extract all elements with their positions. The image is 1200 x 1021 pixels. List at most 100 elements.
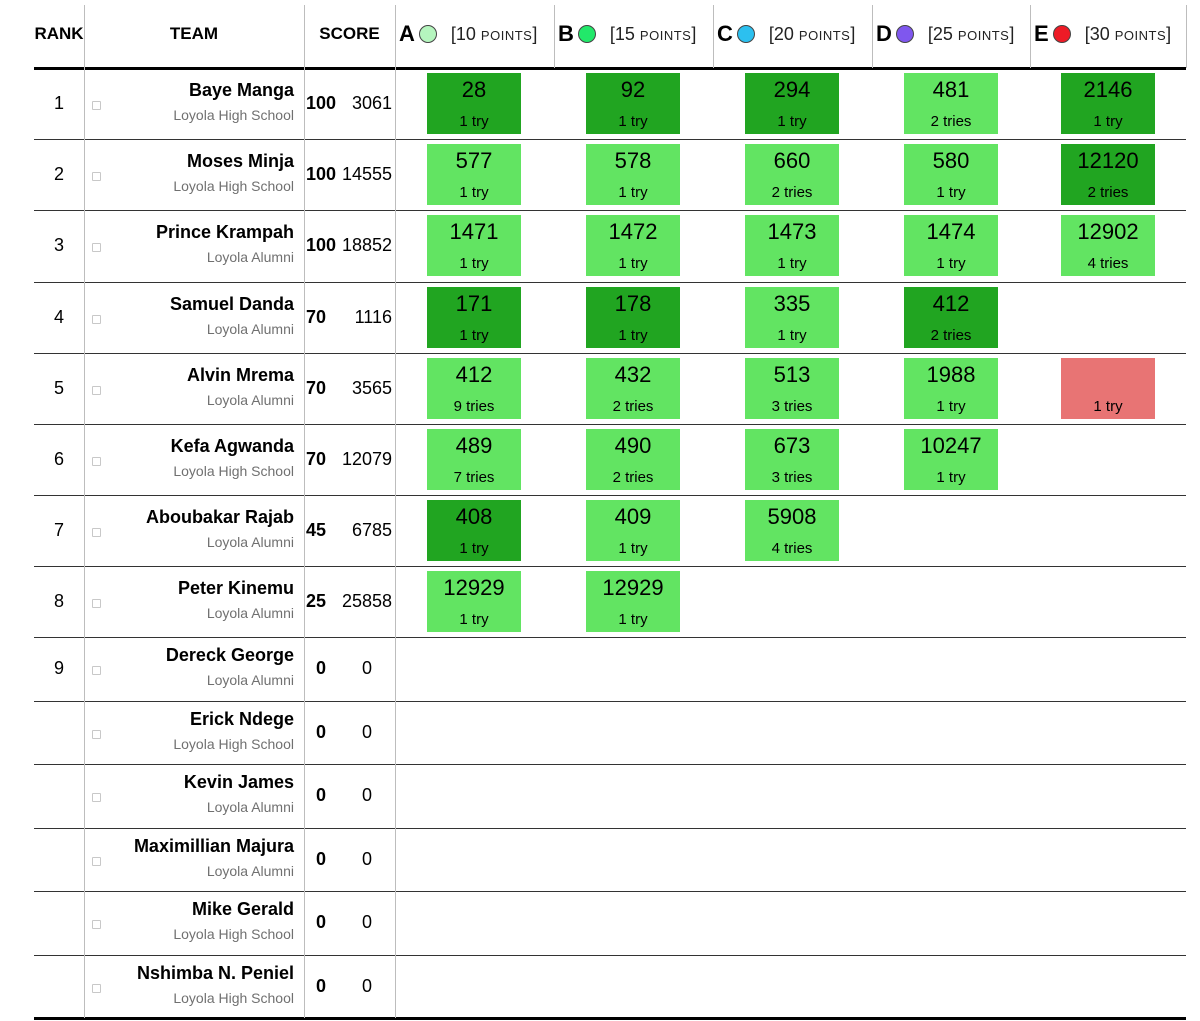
column-divider	[872, 5, 873, 68]
solve-time: 673	[773, 433, 811, 458]
problem-cell-a[interactable]: 171 1 try	[427, 287, 521, 348]
problem-cell-d[interactable]: 481 2 tries	[904, 73, 998, 134]
problem-cell-a[interactable]: 577 1 try	[427, 144, 521, 205]
problem-cell-c[interactable]: 5908 4 tries	[745, 500, 839, 561]
problem-cell-b[interactable]: 409 1 try	[586, 500, 680, 561]
problem-cell-e[interactable]: 12902 4 tries	[1061, 215, 1155, 276]
problem-cell-b[interactable]: 92 1 try	[586, 73, 680, 134]
team-name[interactable]: Peter Kinemu	[177, 577, 294, 598]
team-affiliation: Loyola Alumni	[206, 862, 294, 879]
team-name[interactable]: Kefa Agwanda	[170, 435, 294, 456]
problem-cell-d[interactable]: 1988 1 try	[904, 358, 998, 419]
solve-time: 409	[614, 504, 652, 529]
problem-cell-a[interactable]: 408 1 try	[427, 500, 521, 561]
problem-cell-a[interactable]: 412 9 tries	[427, 358, 521, 419]
rank-cell: 5	[53, 377, 64, 398]
attempt-count: 1 try	[459, 540, 489, 557]
team-affiliation: Loyola Alumni	[206, 249, 294, 265]
team-name[interactable]: Kevin James	[183, 772, 294, 792]
team-name[interactable]: Aboubakar Rajab	[145, 506, 294, 527]
team-name[interactable]: Dereck George	[165, 645, 294, 665]
favorite-checkbox[interactable]	[92, 983, 101, 993]
problem-letter: A	[399, 21, 415, 46]
solve-time: 12120	[1077, 148, 1139, 173]
favorite-checkbox[interactable]	[92, 666, 101, 675]
problem-points: [20 POINTS]	[769, 24, 855, 45]
row-divider	[34, 424, 1186, 425]
problem-cell-e[interactable]: 12120 2 tries	[1061, 144, 1155, 205]
problem-cell-a[interactable]: 1471 1 try	[427, 215, 521, 276]
problem-letter: D	[876, 21, 892, 46]
problem-points-unit: POINTS	[798, 27, 851, 43]
attempt-count: 2 tries	[612, 398, 654, 415]
attempt-count: 7 tries	[453, 469, 495, 486]
problem-cell-d[interactable]: 580 1 try	[904, 144, 998, 205]
row-divider	[34, 139, 1186, 140]
rank-cell: 3	[53, 235, 64, 255]
problem-cell-c[interactable]: 513 3 tries	[745, 358, 839, 419]
problem-cell-c[interactable]: 660 2 tries	[745, 144, 839, 205]
favorite-checkbox[interactable]	[92, 314, 101, 324]
team-name[interactable]: Mike Gerald	[191, 899, 294, 919]
team-name[interactable]: Maximillian Majura	[133, 835, 294, 856]
problem-cell-b[interactable]: 432 2 tries	[586, 358, 680, 419]
problem-cell-e[interactable]: 1 try	[1061, 358, 1155, 419]
score-penalty: 18852	[341, 235, 392, 255]
solve-time: 92	[620, 77, 646, 102]
attempt-count: 3 tries	[771, 469, 813, 486]
solve-time: 2146	[1083, 77, 1133, 102]
team-name[interactable]: Baye Manga	[188, 79, 294, 100]
problem-cell-a[interactable]: 28 1 try	[427, 73, 521, 134]
row-divider	[34, 955, 1186, 956]
score-penalty: 0	[361, 785, 372, 805]
row-divider	[34, 495, 1186, 496]
favorite-checkbox[interactable]	[92, 920, 101, 929]
favorite-checkbox[interactable]	[92, 793, 101, 802]
favorite-checkbox[interactable]	[92, 171, 101, 181]
score-penalty: 0	[361, 721, 372, 742]
problem-cell-e[interactable]: 2146 1 try	[1061, 73, 1155, 134]
attempt-count: 1 try	[618, 184, 648, 201]
favorite-checkbox[interactable]	[92, 729, 101, 739]
favorite-checkbox[interactable]	[92, 598, 101, 608]
column-divider	[304, 5, 305, 1018]
column-divider	[1186, 5, 1187, 68]
problem-cell-a[interactable]: 12929 1 try	[427, 571, 521, 632]
problem-cell-c[interactable]: 335 1 try	[745, 287, 839, 348]
solve-time: 12902	[1077, 219, 1139, 244]
column-divider	[84, 5, 85, 1018]
problem-cell-d[interactable]: 412 2 tries	[904, 287, 998, 348]
problem-cell-c[interactable]: 673 3 tries	[745, 429, 839, 490]
team-name[interactable]: Moses Minja	[186, 150, 294, 171]
team-name[interactable]: Prince Krampah	[155, 222, 294, 242]
problem-cell-b[interactable]: 1472 1 try	[586, 215, 680, 276]
attempt-count: 1 try	[936, 469, 966, 486]
favorite-checkbox[interactable]	[92, 527, 101, 537]
score-points: 70	[306, 377, 327, 398]
team-name[interactable]: Nshimba N. Peniel	[136, 962, 294, 983]
team-name[interactable]: Alvin Mrema	[186, 364, 294, 385]
problem-cell-d[interactable]: 10247 1 try	[904, 429, 998, 490]
problem-points-bracket: ]	[532, 23, 538, 44]
problem-cell-b[interactable]: 12929 1 try	[586, 571, 680, 632]
problem-cell-a[interactable]: 489 7 tries	[427, 429, 521, 490]
problem-points-bracket: ]	[1009, 23, 1015, 44]
favorite-checkbox[interactable]	[92, 456, 101, 466]
problem-cell-d[interactable]: 1474 1 try	[904, 215, 998, 276]
problem-cell-b[interactable]: 490 2 tries	[586, 429, 680, 490]
favorite-checkbox[interactable]	[92, 385, 101, 395]
favorite-checkbox[interactable]	[92, 100, 101, 110]
team-name[interactable]: Samuel Danda	[169, 293, 294, 314]
favorite-checkbox[interactable]	[92, 243, 101, 252]
team-name[interactable]: Erick Ndege	[189, 708, 294, 729]
solve-time: 412	[455, 362, 493, 387]
rank-cell: 1	[53, 92, 64, 113]
column-divider	[395, 5, 396, 1018]
solve-time: 513	[773, 362, 811, 387]
score-points: 25	[306, 590, 327, 611]
problem-cell-b[interactable]: 578 1 try	[586, 144, 680, 205]
problem-cell-c[interactable]: 1473 1 try	[745, 215, 839, 276]
favorite-checkbox[interactable]	[92, 856, 101, 866]
problem-cell-b[interactable]: 178 1 try	[586, 287, 680, 348]
problem-cell-c[interactable]: 294 1 try	[745, 73, 839, 134]
